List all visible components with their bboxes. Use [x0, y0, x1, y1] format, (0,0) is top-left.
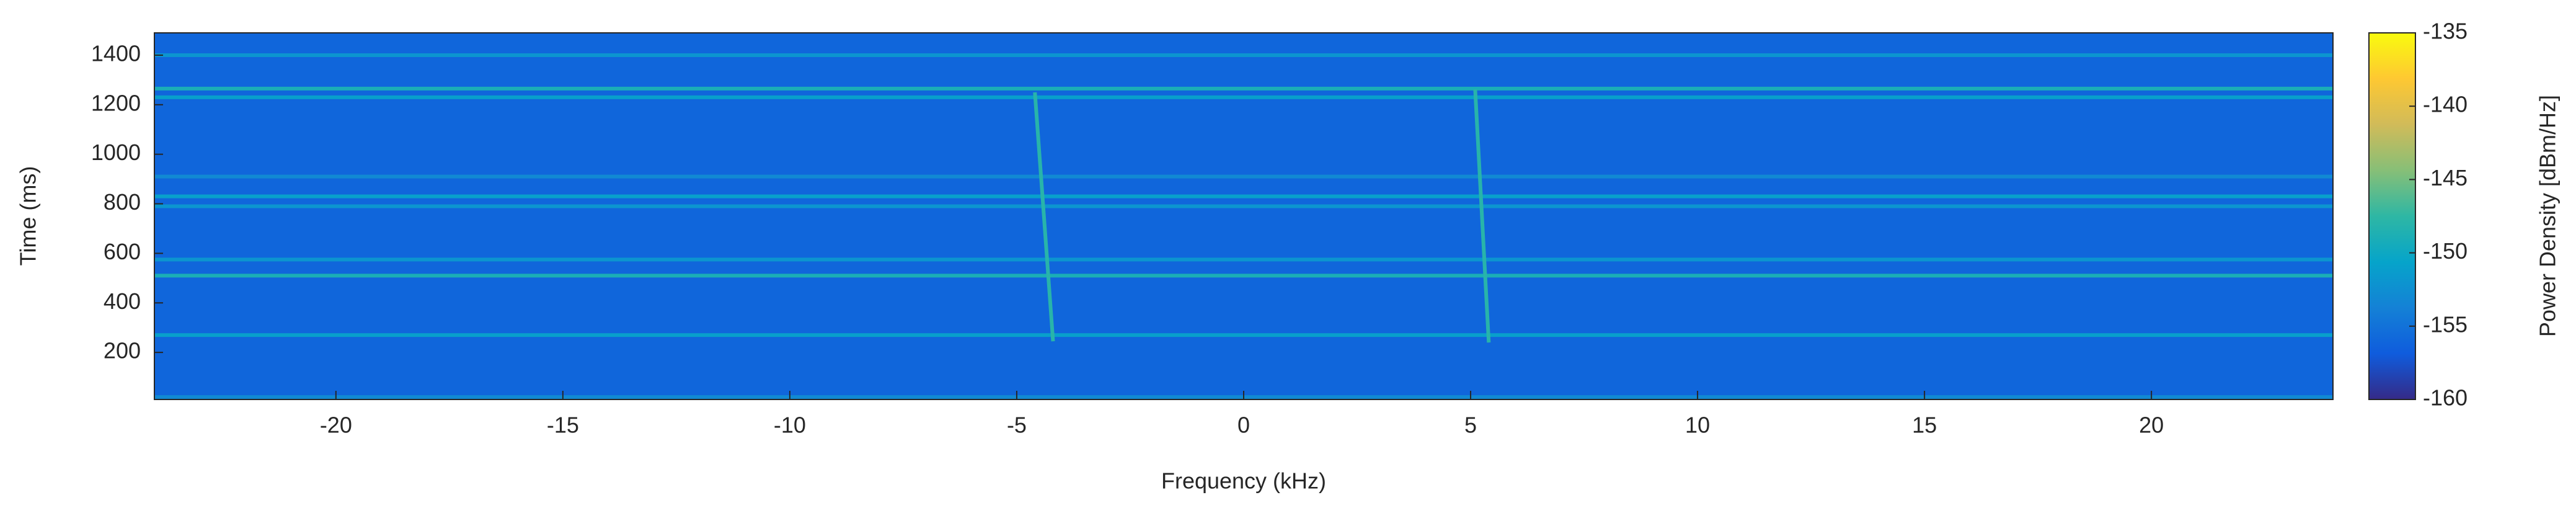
x-tick-label: -20 — [320, 413, 352, 438]
signal-band — [154, 333, 2333, 337]
signal-band — [154, 257, 2333, 262]
colorbar-tick-label: -150 — [2423, 238, 2468, 264]
x-tick-label: 15 — [1912, 413, 1937, 438]
colorbar-tick-label: -155 — [2423, 311, 2468, 337]
y-tick-label: 800 — [104, 189, 141, 215]
y-tick-label: 1000 — [91, 140, 141, 165]
spectrogram-background — [154, 33, 2333, 399]
x-tick-label: 5 — [1464, 413, 1477, 438]
colorbar — [2368, 32, 2416, 400]
y-tick-label: 1200 — [91, 90, 141, 115]
colorbar-tick-label: -160 — [2423, 385, 2468, 411]
colorbar-tick-label: -135 — [2423, 19, 2468, 44]
x-tick-label: -10 — [774, 413, 806, 438]
y-tick-label: 1400 — [91, 40, 141, 66]
y-tick-label: 600 — [104, 239, 141, 264]
x-axis-label: Frequency (kHz) — [1161, 468, 1326, 494]
y-axis-label: Time (ms) — [15, 166, 41, 266]
signal-band — [154, 174, 2333, 179]
signal-band — [154, 274, 2333, 278]
y-tick-label: 400 — [104, 288, 141, 314]
colorbar-tick-label: -145 — [2423, 165, 2468, 190]
signal-band — [154, 53, 2333, 57]
signal-band — [154, 204, 2333, 208]
x-tick-label: -5 — [1007, 413, 1027, 438]
y-tick-label: 200 — [104, 338, 141, 364]
x-tick-label: 10 — [1685, 413, 1710, 438]
colorbar-label: Power Density [dBm/Hz] — [2535, 95, 2561, 337]
chirp — [1473, 89, 1491, 343]
colorbar-tick-label: -140 — [2423, 92, 2468, 117]
signal-band — [154, 194, 2333, 199]
x-tick-label: 0 — [1237, 413, 1250, 438]
x-tick-label: 20 — [2139, 413, 2164, 438]
chirp — [1033, 92, 1055, 342]
signal-band — [154, 86, 2333, 91]
x-tick-label: -15 — [547, 413, 579, 438]
signal-band — [154, 95, 2333, 99]
